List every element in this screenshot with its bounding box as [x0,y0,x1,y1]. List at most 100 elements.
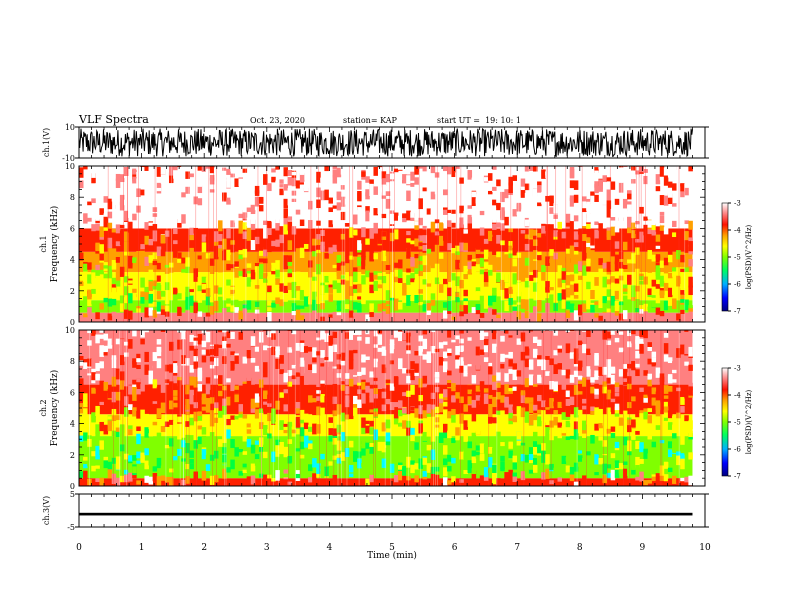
ch1-spectrogram-speckle [573,305,579,310]
ch2-spectrogram-speckle [152,472,158,482]
ch2-spectrogram-speckle [479,349,485,355]
ch1-spectrogram-speckle [148,281,154,291]
ch2-spectrogram-speckle [316,471,321,478]
ch2-spectrogram-speckle [676,440,681,451]
ch2-spectrogram-speckle [156,339,162,345]
ch2-spectrogram-speckle [655,408,661,417]
ch1-spectrogram-speckle [344,230,350,240]
ch2-spectrogram-speckle [91,372,96,381]
ch2-spectrogram-speckle [385,432,391,442]
ch2-spectrogram-speckle [242,431,248,442]
ch1-spectrogram-speckle [663,262,669,274]
ch1-spectrogram-speckle [479,257,485,267]
ch2-spectrogram-speckle [148,398,154,403]
ch1-spectrogram-speckle [651,225,657,236]
ch1-spectrogram-speckle [438,303,444,310]
ch2-spectrogram-speckle [263,345,268,351]
ch1-spectrogram-speckle [610,208,616,218]
ch1-spectrogram-speckle [492,236,497,248]
ch2-spectrogram-speckle [111,408,117,416]
ch1-spectrogram-speckle [422,179,428,187]
ch2-spectrogram-speckle [209,394,215,404]
ch2-spectrogram-speckle [557,473,563,478]
ch1-spectrogram-speckle [393,212,399,221]
ch2-spectrogram-speckle [336,354,342,360]
ch2-spectrogram-speckle [532,336,538,344]
ch2-spectrogram-speckle [250,418,256,428]
ch2-spectrogram-speckle [250,346,256,358]
ch1-spectrogram-speckle [528,202,534,207]
ch1-spectrogram-speckle [430,293,436,300]
ch2-spectrogram-speckle [569,390,575,400]
ch2-spectrogram-speckle [500,461,505,469]
ch2-spectrogram-speckle [393,413,399,419]
ch1-spectrogram-speckle [688,307,693,312]
ch2-spectrogram-speckle [524,360,530,367]
ch2-spectrogram-speckle [414,442,419,450]
ch2-spectrogram-speckle [254,409,260,419]
ch1-spectrogram-speckle [426,274,432,284]
ch2-spectrogram-speckle [369,446,374,454]
ch1-spectrogram-speckle [353,271,358,283]
ch1-spectrogram-speckle [483,249,489,260]
ch1-spectrogram-speckle [565,220,571,227]
ch1-spectrogram-speckle [627,190,632,200]
ch2-spectrogram-speckle [173,390,178,396]
ch1-spectrogram-speckle [393,168,399,173]
ch1-spectrogram-speckle [258,205,264,212]
ch2-spectrogram-speckle [99,380,104,390]
ch2-spectrogram-speckle [610,374,616,384]
ch3-waveform-ytick-max: 5 [70,490,75,499]
ch1-spectrogram-speckle [418,193,423,203]
ch2-spectrogram-speckle [140,344,145,353]
ch1-spectrogram-speckle [655,234,661,242]
ch1-spectrogram-speckle [246,217,252,227]
ch1-spectrogram-speckle [631,288,636,296]
x-tick-label: 4 [327,543,333,553]
ch2-spectrogram-ytick-label: 10 [65,326,75,335]
ch2-spectrogram-speckle [688,475,693,486]
ch1-spectrogram-speckle [336,300,342,312]
ch2-spectrogram-speckle [455,442,460,452]
ch1-spectrogram-speckle [688,309,693,321]
ch2-spectrogram-speckle [614,373,620,381]
ch2-spectrogram-speckle [549,397,554,409]
ch1-spectrogram-speckle [573,215,579,222]
ch1-spectrogram-speckle [684,219,689,225]
ch2-spectrogram-speckle [152,352,158,362]
ch1-spectrogram-speckle [365,176,370,183]
ch1-spectrogram-speckle [573,194,579,203]
ch2-spectrogram-speckle [398,330,403,332]
ch2-spectrogram-speckle [312,364,317,374]
ch1-spectrogram-speckle [381,171,387,180]
ch2-spectrogram-speckle [492,464,497,473]
ch2-spectrogram-speckle [434,371,440,378]
ch2-spectrogram-speckle [467,385,473,390]
ch2-spectrogram-speckle [565,436,571,441]
ch2-spectrogram-speckle [447,480,452,485]
ch1-spectrogram-speckle [573,295,579,299]
ch2-spectrogram-speckle [213,402,219,409]
ch1-spectrogram-speckle [602,232,607,240]
ch1-spectrogram-speckle [287,177,293,186]
ch1-spectrogram-ylabel-freq: Frequency (kHz) [49,206,60,283]
ch1-spectrogram-speckle [582,249,587,259]
ch1-spectrogram-speckle [91,168,96,178]
ch2-spectrogram-speckle [471,369,477,376]
ch1-spectrogram-speckle [557,166,563,170]
ch1-spectrogram-speckle [455,235,460,246]
ch2-spectrogram-speckle [602,440,607,447]
ch1-spectrogram-speckle [353,267,358,276]
ch2-spectrogram-speckle [148,433,154,437]
ch1-spectrogram-speckle [406,230,411,236]
ch1-spectrogram-speckle [263,258,268,264]
ch1-spectrogram-speckle [479,166,485,175]
ch1-spectrogram-speckle [160,291,166,297]
ch2-spectrogram-speckle [320,332,325,340]
ch1-spectrogram-speckle [667,193,673,205]
ch2-spectrogram-speckle [475,385,481,392]
ch1-spectrogram-speckle [602,194,607,205]
ch2-spectrogram-speckle [565,343,571,354]
ch2-spectrogram-speckle [99,334,104,339]
ch1-spectrogram-speckle [324,284,329,293]
